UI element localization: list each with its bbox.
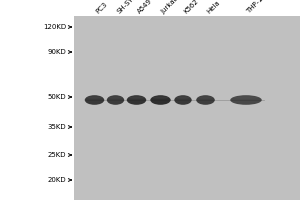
Text: PC3: PC3 — [94, 1, 108, 15]
Ellipse shape — [150, 95, 171, 105]
Text: Hela: Hela — [206, 0, 221, 15]
Ellipse shape — [152, 96, 169, 99]
Ellipse shape — [108, 96, 123, 99]
Ellipse shape — [127, 95, 146, 105]
Text: 50KD: 50KD — [47, 94, 66, 100]
Text: 35KD: 35KD — [47, 124, 66, 130]
Ellipse shape — [128, 96, 145, 99]
Text: 20KD: 20KD — [47, 177, 66, 183]
Ellipse shape — [198, 96, 213, 99]
Ellipse shape — [176, 96, 190, 99]
Ellipse shape — [107, 95, 124, 105]
Ellipse shape — [86, 96, 103, 99]
Bar — [74, 16, 300, 200]
Ellipse shape — [232, 96, 260, 99]
Text: 90KD: 90KD — [47, 49, 66, 55]
Text: THP-1: THP-1 — [246, 0, 265, 15]
Text: 25KD: 25KD — [47, 152, 66, 158]
Ellipse shape — [85, 95, 104, 105]
Text: K562: K562 — [183, 0, 200, 15]
Text: SH-SY5Y: SH-SY5Y — [116, 0, 140, 15]
Text: A549: A549 — [136, 0, 154, 15]
Text: 120KD: 120KD — [43, 24, 66, 30]
Text: Jurkat: Jurkat — [160, 0, 179, 15]
Ellipse shape — [174, 95, 192, 105]
Ellipse shape — [230, 95, 262, 105]
Ellipse shape — [196, 95, 215, 105]
